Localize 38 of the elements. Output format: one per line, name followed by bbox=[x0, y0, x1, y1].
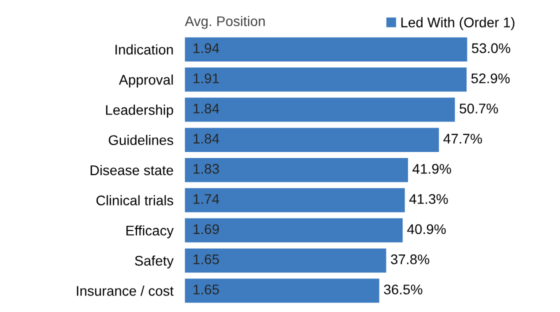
annotation: 1.84 bbox=[194, 104, 220, 114]
annotation: 1.65 bbox=[194, 254, 219, 264]
y-tick-label: Clinical trials bbox=[96, 195, 174, 206]
bar bbox=[184, 278, 380, 303]
data-label: 41.9% bbox=[412, 164, 452, 174]
annotation: 1.94 bbox=[194, 43, 220, 54]
data-label: 50.7% bbox=[460, 104, 498, 114]
y-tick-label: Efficacy bbox=[126, 225, 174, 238]
data-label: 37.8% bbox=[390, 254, 430, 264]
annotation: 1.69 bbox=[194, 224, 219, 234]
bar bbox=[184, 188, 405, 212]
annotation: 1.83 bbox=[194, 164, 219, 174]
data-label: 47.7% bbox=[443, 134, 482, 144]
text: Avg. Position bbox=[184, 16, 265, 29]
bar bbox=[184, 218, 403, 242]
annotation: 1.84 bbox=[194, 134, 220, 144]
annotation: 1.74 bbox=[194, 194, 220, 204]
data-label: 40.9% bbox=[407, 224, 446, 234]
bar bbox=[184, 248, 386, 273]
y-tick-label: Indication bbox=[116, 44, 173, 55]
y-tick-label: Approval bbox=[118, 74, 173, 88]
annotation: 1.91 bbox=[194, 73, 219, 84]
y-tick-label: Safety bbox=[134, 256, 174, 268]
bar bbox=[184, 128, 439, 152]
annotation: 1.65 bbox=[194, 284, 219, 294]
y-tick-label: Leadership bbox=[106, 104, 174, 118]
data-label: 41.3% bbox=[409, 194, 448, 204]
bar bbox=[184, 67, 467, 92]
bar bbox=[184, 98, 455, 122]
data-label: 36.5% bbox=[384, 284, 422, 294]
data-label: 52.9% bbox=[471, 73, 510, 84]
legend-label: Led With (Order 1) bbox=[401, 17, 514, 30]
y-tick-label: Guidelines bbox=[108, 134, 174, 146]
bar bbox=[184, 158, 408, 182]
bar bbox=[184, 37, 468, 62]
data-label: 53.0% bbox=[472, 43, 510, 54]
y-tick-label: Insurance / cost bbox=[76, 286, 174, 296]
y-tick-label: Disease state bbox=[90, 165, 174, 176]
